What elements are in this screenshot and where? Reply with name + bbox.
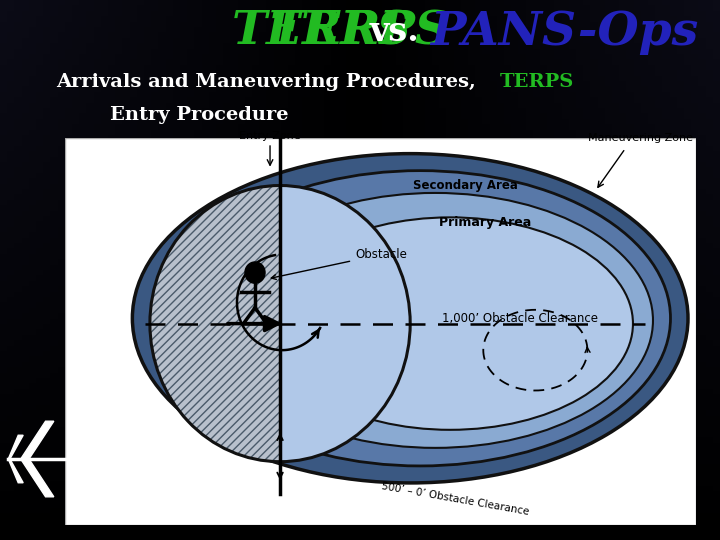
Text: PANS-Ops: PANS-Ops [430,9,698,55]
Polygon shape [21,459,54,497]
Text: 500’ – 0’ Obstacle Clearance: 500’ – 0’ Obstacle Clearance [381,481,530,517]
Ellipse shape [217,193,653,448]
Text: 1,000’ Obstacle Clearance: 1,000’ Obstacle Clearance [442,312,598,325]
Text: TERPS: TERPS [232,9,412,55]
Wedge shape [280,186,410,462]
Text: vs.: vs. [370,16,420,49]
Circle shape [245,262,265,283]
Text: Primary Area: Primary Area [439,216,531,229]
Text: TERPS: TERPS [500,73,575,91]
Polygon shape [9,435,23,459]
Text: Secondary Area: Secondary Area [413,179,518,192]
Wedge shape [150,186,280,462]
Text: Obstacle: Obstacle [271,248,407,279]
Text: Entry Procedure: Entry Procedure [110,106,289,124]
Polygon shape [9,459,23,483]
Ellipse shape [268,218,633,430]
Text: Entry Zone: Entry Zone [239,131,301,141]
Polygon shape [21,421,54,459]
Text: Maneuvering Zone: Maneuvering Zone [588,133,693,143]
Text: Arrivals and Maneuvering Procedures,: Arrivals and Maneuvering Procedures, [56,73,482,91]
Ellipse shape [170,171,670,466]
Ellipse shape [132,154,688,483]
Text: TERPS: TERPS [270,9,450,55]
